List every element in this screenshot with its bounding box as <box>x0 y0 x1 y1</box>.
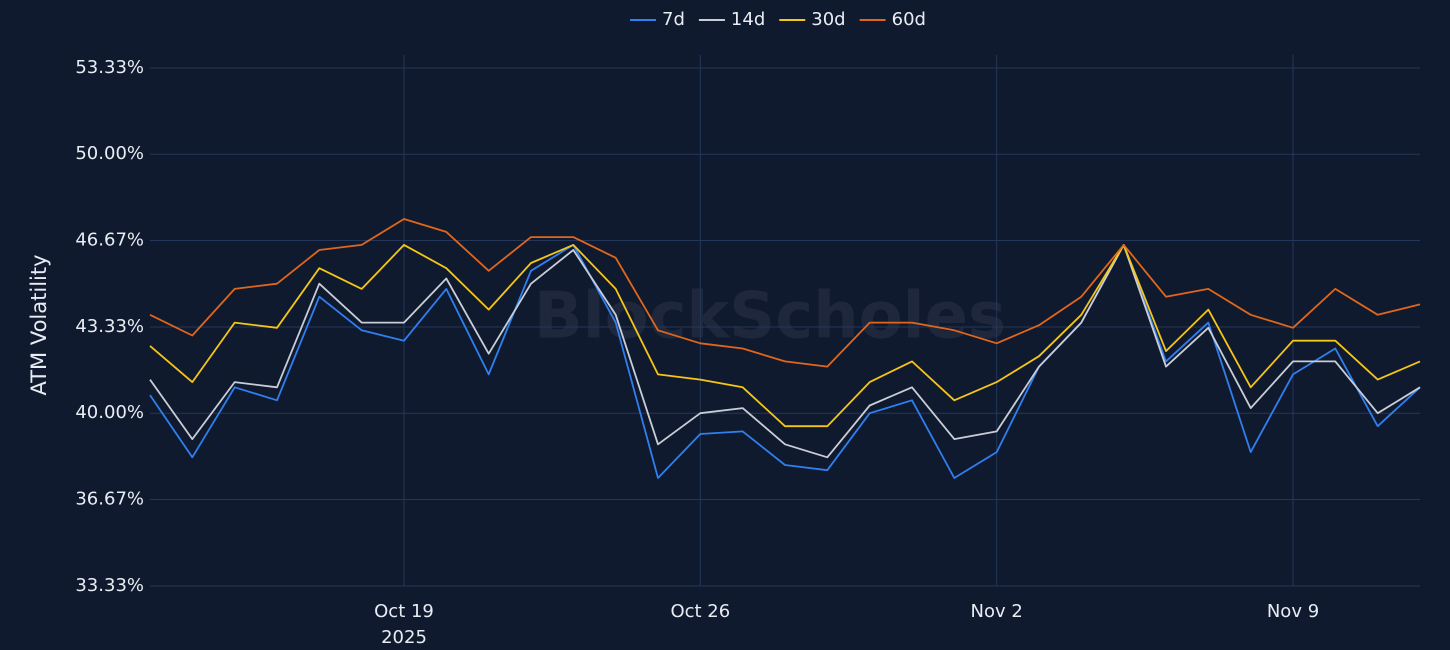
y-tick-label: 33.33% <box>75 575 144 596</box>
y-tick-label: 40.00% <box>75 402 144 423</box>
y-axis-label: ATM Volatility <box>27 254 51 395</box>
legend: 7d 14d 30d 60d <box>630 9 926 30</box>
watermark: BlockScholes <box>534 280 1006 354</box>
series-line <box>149 244 1421 479</box>
legend-label: 14d <box>731 9 765 30</box>
legend-label: 60d <box>892 9 926 30</box>
y-tick-label: 50.00% <box>75 143 144 164</box>
y-tick-label: 46.67% <box>75 229 144 250</box>
x-tick-label: Nov 9 <box>1267 601 1319 622</box>
x-tick-label: Oct 19 <box>374 601 434 622</box>
legend-label: 7d <box>662 9 685 30</box>
series-line <box>149 244 1421 428</box>
y-tick-label: 43.33% <box>75 316 144 337</box>
y-tick-label: 36.67% <box>75 488 144 509</box>
y-tick-label: 53.33% <box>75 57 144 78</box>
x-tick-label: Nov 2 <box>971 601 1023 622</box>
x-tick-sublabel: 2025 <box>381 627 427 648</box>
series-line <box>149 244 1421 459</box>
series-line <box>149 218 1421 368</box>
x-tick-label: Oct 26 <box>670 601 730 622</box>
legend-label: 30d <box>811 9 845 30</box>
